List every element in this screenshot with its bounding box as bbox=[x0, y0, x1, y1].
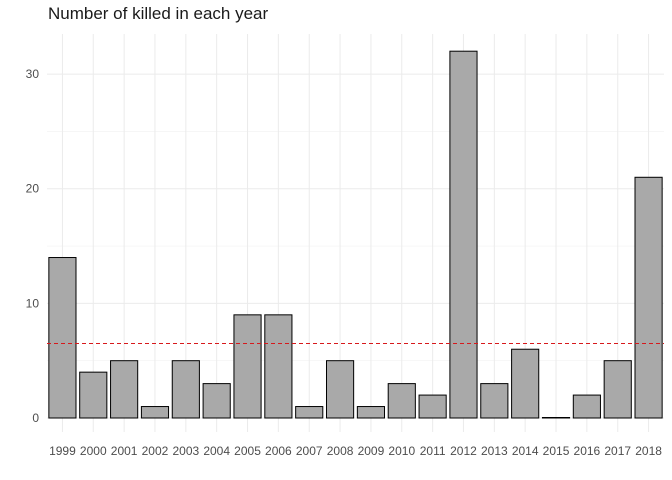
bar-2006 bbox=[264, 314, 293, 419]
x-tick-label: 2005 bbox=[234, 444, 261, 458]
bar-2000 bbox=[79, 371, 108, 419]
bar-1999 bbox=[48, 257, 77, 419]
x-tick-label: 2006 bbox=[265, 444, 292, 458]
bar-2007 bbox=[295, 406, 324, 419]
bar-2003 bbox=[171, 360, 200, 419]
y-tick-label: 10 bbox=[26, 296, 40, 310]
x-tick-label: 2010 bbox=[388, 444, 415, 458]
bar-2016 bbox=[572, 394, 601, 419]
x-tick-label: 2012 bbox=[450, 444, 477, 458]
y-tick-label: 30 bbox=[26, 67, 40, 81]
bar-2010 bbox=[387, 383, 416, 419]
y-tick-label: 20 bbox=[26, 182, 40, 196]
x-tick-label: 2008 bbox=[327, 444, 354, 458]
bar-2008 bbox=[326, 360, 355, 419]
bar-2012 bbox=[449, 50, 478, 419]
bar-2014 bbox=[511, 348, 540, 419]
bar-2018 bbox=[634, 176, 663, 419]
bar-2001 bbox=[110, 360, 139, 419]
x-tick-label: 2017 bbox=[604, 444, 631, 458]
x-tick-label: 2015 bbox=[543, 444, 570, 458]
y-axis: 0 10 20 30 bbox=[26, 67, 40, 425]
chart-title: Number of killed in each year bbox=[48, 4, 269, 23]
x-tick-label: 2013 bbox=[481, 444, 508, 458]
x-tick-label: 1999 bbox=[49, 444, 76, 458]
bar-2013 bbox=[480, 383, 509, 419]
x-tick-label: 2014 bbox=[512, 444, 539, 458]
x-tick-label: 2018 bbox=[635, 444, 662, 458]
bar-2009 bbox=[356, 406, 385, 419]
bar-2004 bbox=[202, 383, 231, 419]
bar-2005 bbox=[233, 314, 262, 419]
bars bbox=[48, 50, 663, 419]
x-tick-label: 2016 bbox=[574, 444, 601, 458]
x-axis: 1999 2000 2001 2002 2003 2004 2005 2006 2007 2008… bbox=[49, 444, 662, 458]
x-tick-label: 2001 bbox=[111, 444, 138, 458]
x-tick-label: 2007 bbox=[296, 444, 323, 458]
x-tick-label: 2002 bbox=[142, 444, 169, 458]
x-tick-label: 2000 bbox=[80, 444, 107, 458]
major-gridlines bbox=[47, 34, 664, 432]
bar-2017 bbox=[603, 360, 632, 419]
y-tick-label: 0 bbox=[32, 411, 39, 425]
x-tick-label: 2004 bbox=[203, 444, 230, 458]
bar-2002 bbox=[140, 406, 170, 419]
bar-2011 bbox=[418, 394, 447, 419]
x-tick-label: 2003 bbox=[172, 444, 199, 458]
bar-2015 bbox=[541, 417, 571, 419]
x-tick-label: 2011 bbox=[420, 444, 446, 458]
x-tick-label: 2009 bbox=[358, 444, 385, 458]
minor-gridlines bbox=[47, 131, 664, 361]
